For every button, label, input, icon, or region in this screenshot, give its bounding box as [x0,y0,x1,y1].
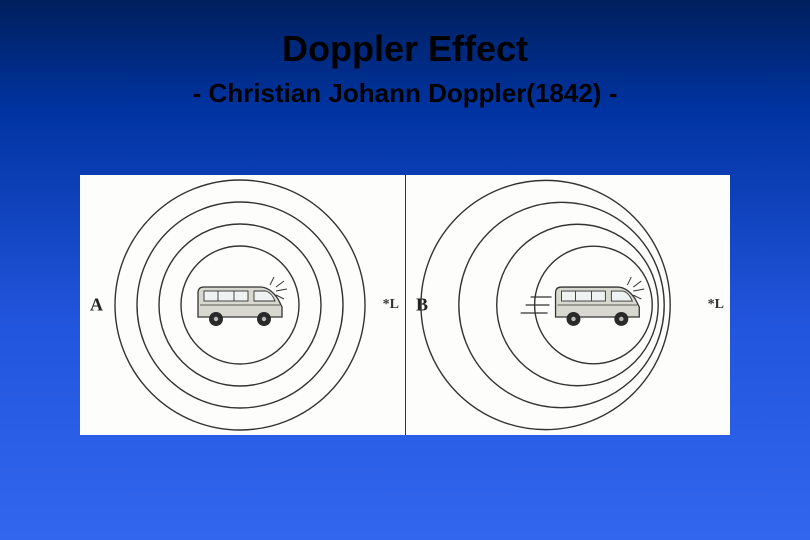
van-icon [556,287,640,326]
doppler-diagram: A *L B [80,175,730,435]
panel-a-svg [80,175,405,435]
slide-title: Doppler Effect [0,0,810,70]
van-icon [198,287,282,326]
panel-b-listener: *L [708,297,724,313]
panel-b-svg [406,175,730,435]
panel-b: B *L [405,175,730,435]
panel-a: A *L [80,175,405,435]
slide-subtitle: - Christian Johann Doppler(1842) - [0,78,810,109]
panel-a-listener: *L [383,297,399,313]
